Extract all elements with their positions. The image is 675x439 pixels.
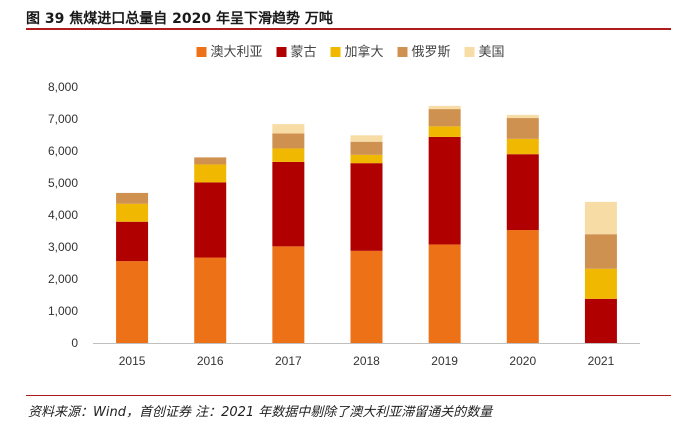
bar-segment [506, 118, 539, 139]
bar-segment [272, 246, 305, 343]
figure-title: 图 39 焦煤进口总量自 2020 年呈下滑趋势 万吨 [26, 11, 333, 27]
figure-header: 图 39 焦煤进口总量自 2020 年呈下滑趋势 万吨 [26, 6, 671, 30]
x-tick-label: 2016 [197, 354, 224, 368]
bar-segment [194, 257, 227, 343]
bar-segment [506, 154, 539, 231]
figure-footer: 资料来源：Wind，首创证券 注：2021 年数据中剔除了澳大利亚滞留通关的数量 [26, 395, 671, 420]
y-tick-label: 4,000 [48, 208, 78, 222]
legend-swatch [196, 47, 207, 57]
y-tick-label: 6,000 [48, 144, 78, 158]
legend-label: 澳大利亚 [211, 44, 263, 59]
x-axis: 2015 2016 2017 2018 2019 2020 2021 [93, 343, 640, 368]
bar-segment [428, 105, 461, 110]
bar-segment [584, 268, 617, 299]
bars [116, 105, 617, 343]
x-tick-label: 2021 [588, 354, 615, 368]
y-tick-label: 2,000 [48, 272, 78, 286]
bar-segment [506, 138, 539, 155]
y-tick-label: 8,000 [48, 80, 78, 94]
y-tick-label: 0 [71, 336, 78, 350]
bar-segment [116, 203, 149, 222]
chart-legend: 澳大利亚 蒙古 加拿大 俄罗斯 美国 [196, 44, 505, 59]
bar-segment [506, 114, 539, 119]
bar-segment [194, 182, 227, 258]
bar-segment [272, 124, 305, 134]
y-tick-label: 3,000 [48, 240, 78, 254]
bar-segment [428, 244, 461, 343]
legend-label: 加拿大 [345, 44, 384, 59]
bar-segment [194, 157, 227, 165]
y-tick-label: 1,000 [48, 304, 78, 318]
bar-segment [194, 164, 227, 183]
bar-segment [272, 133, 305, 149]
bar-segment [506, 230, 539, 343]
legend-label: 蒙古 [291, 44, 317, 59]
legend-swatch [276, 47, 287, 57]
x-tick-label: 2017 [275, 354, 302, 368]
x-tick-label: 2020 [509, 354, 536, 368]
bar-segment [584, 201, 617, 235]
bar-segment [116, 261, 149, 343]
source-note: 资料来源：Wind，首创证券 注：2021 年数据中剔除了澳大利亚滞留通关的数量 [28, 405, 493, 420]
bar-segment [350, 163, 383, 251]
legend-swatch [397, 47, 408, 57]
x-tick-label: 2018 [353, 354, 380, 368]
bar-segment [350, 154, 383, 164]
bar-segment [272, 148, 305, 162]
bar-segment [350, 141, 383, 155]
bar-segment [350, 250, 383, 343]
bar-segment [272, 161, 305, 247]
stacked-bar-chart: 澳大利亚 蒙古 加拿大 俄罗斯 美国 0 1,000 2,000 3,000 4,000 5,00… [48, 44, 640, 368]
bar-segment [428, 136, 461, 245]
bar-segment [428, 109, 461, 127]
bar-segment [584, 234, 617, 269]
legend-swatch [464, 47, 475, 57]
y-tick-label: 5,000 [48, 176, 78, 190]
x-tick-label: 2019 [431, 354, 458, 368]
bar-segment [428, 126, 461, 137]
bar-segment [116, 192, 149, 204]
legend-label: 俄罗斯 [412, 44, 451, 59]
y-axis: 0 1,000 2,000 3,000 4,000 5,000 6,000 7,000 8,00… [48, 80, 78, 350]
bar-segment [584, 298, 617, 343]
legend-swatch [330, 47, 341, 57]
legend-label: 美国 [479, 44, 505, 59]
x-tick-label: 2015 [119, 354, 146, 368]
bar-segment [350, 135, 383, 142]
y-tick-label: 7,000 [48, 112, 78, 126]
bar-segment [116, 221, 149, 262]
